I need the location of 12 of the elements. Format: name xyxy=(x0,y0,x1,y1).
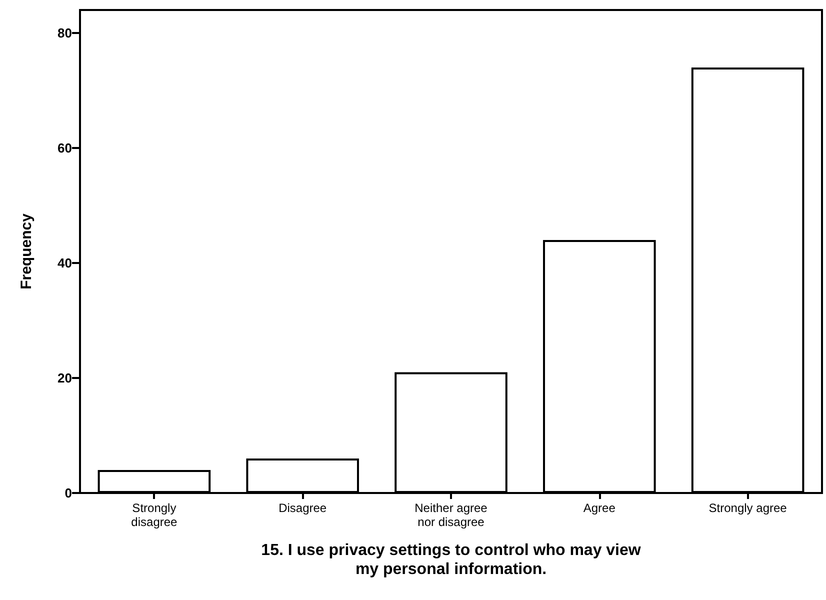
x-tick-label: Strongly agree xyxy=(708,501,788,515)
y-tick-label: 80 xyxy=(58,26,72,40)
x-tick-label: Strongly disagree xyxy=(131,501,178,529)
y-tick-label: 60 xyxy=(58,140,72,156)
y-tick-label: 0 xyxy=(64,486,72,500)
y-tick-label: 40 xyxy=(58,256,72,270)
y-axis-title: Frequency xyxy=(18,212,35,290)
y-tick-label: 20 xyxy=(58,370,72,386)
x-tick-label: Neither agree nor disagree xyxy=(414,501,488,529)
x-axis-title: 15. I use privacy settings to control who may view my personal information. xyxy=(261,542,642,578)
x-tick-label: Disagree xyxy=(278,501,327,515)
x-tick-label: Agree xyxy=(583,501,616,515)
